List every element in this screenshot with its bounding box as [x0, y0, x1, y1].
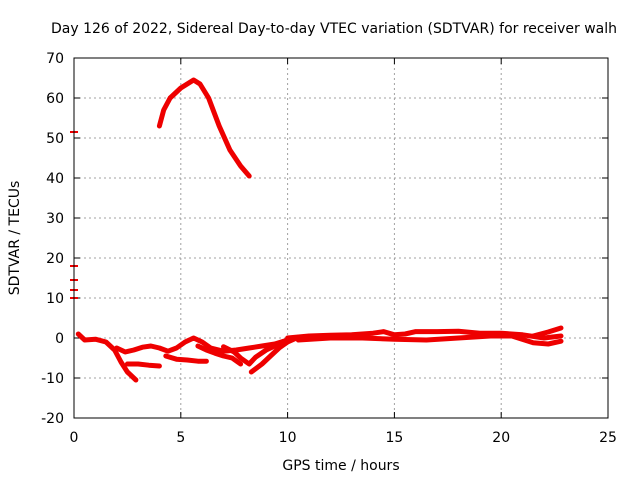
series-arc-1 [75, 331, 139, 383]
x-tick-label: 25 [599, 430, 617, 446]
series-arc-6 [221, 336, 295, 367]
series-arc-2 [114, 335, 291, 355]
series-arc-4 [163, 353, 209, 364]
x-tick-label: 20 [492, 430, 510, 446]
x-tick-label: 5 [176, 430, 185, 446]
series-arc-5 [195, 343, 244, 367]
x-tick-label: 10 [279, 430, 297, 446]
y-tick-label: 0 [55, 331, 64, 347]
x-tick-label: 0 [70, 430, 79, 446]
y-tick-label: -10 [41, 371, 64, 387]
y-tick-label: -20 [41, 411, 64, 427]
y-tick-label: 20 [46, 251, 64, 267]
series-arc-7 [248, 334, 301, 375]
x-axis-label: GPS time / hours [282, 458, 399, 474]
y-tick-label: 70 [46, 51, 64, 67]
y-axis-label: SDTVAR / TECUs [7, 181, 23, 296]
y-tick-label: 30 [46, 211, 64, 227]
y-tick-label: 40 [46, 171, 64, 187]
plot-area [70, 77, 564, 383]
series-arc-10 [530, 325, 564, 339]
y-tick-label: 60 [46, 91, 64, 107]
y-tick-label: 10 [46, 291, 64, 307]
plot-frame [73, 57, 609, 419]
series-arc-3 [124, 361, 162, 369]
x-axis-ticks: 0 5 10 15 20 25 [70, 58, 617, 446]
series-arc-9 [295, 333, 564, 347]
series-arc-high [156, 77, 252, 179]
x-tick-label: 15 [385, 430, 403, 446]
chart-title: Day 126 of 2022, Sidereal Day-to-day VTE… [51, 21, 617, 37]
y-tick-label: 50 [46, 131, 64, 147]
